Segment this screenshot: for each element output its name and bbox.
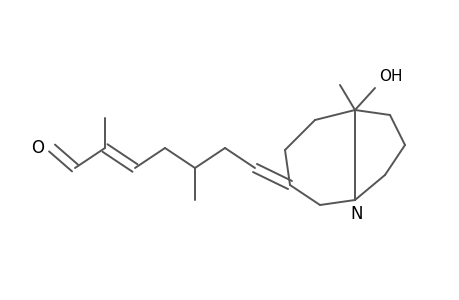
Text: O: O xyxy=(31,139,44,157)
Text: N: N xyxy=(350,205,363,223)
Text: OH: OH xyxy=(378,69,402,84)
